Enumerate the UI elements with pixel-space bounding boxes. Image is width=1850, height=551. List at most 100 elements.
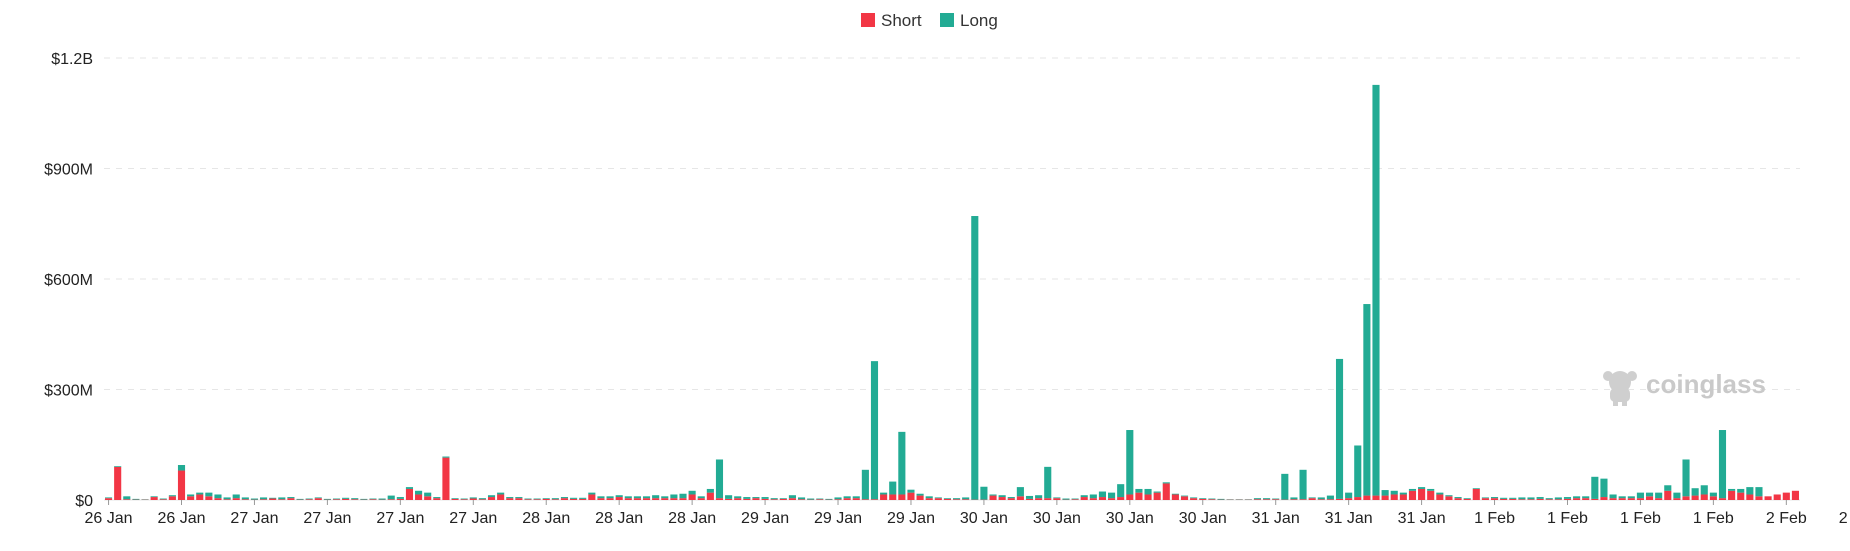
bar-short[interactable] bbox=[396, 498, 404, 500]
bar-long[interactable] bbox=[1500, 497, 1508, 499]
bar-long[interactable] bbox=[1354, 445, 1362, 498]
bar-short[interactable] bbox=[1454, 498, 1462, 500]
bar-long[interactable] bbox=[1372, 84, 1380, 496]
bar-short[interactable] bbox=[579, 498, 587, 500]
bar-short[interactable] bbox=[962, 499, 970, 500]
bar-long[interactable] bbox=[506, 497, 514, 499]
bar-short[interactable] bbox=[898, 494, 906, 500]
bar-long[interactable] bbox=[1700, 485, 1708, 495]
bar-long[interactable] bbox=[953, 498, 961, 500]
bar-short[interactable] bbox=[1472, 488, 1480, 500]
bar-short[interactable] bbox=[159, 499, 167, 500]
bar-long[interactable] bbox=[870, 361, 879, 500]
bar-short[interactable] bbox=[1381, 495, 1389, 500]
bar-long[interactable] bbox=[642, 496, 651, 499]
bar-short[interactable] bbox=[1518, 499, 1526, 500]
bar-short[interactable] bbox=[1335, 498, 1344, 500]
legend-item-short[interactable]: Short bbox=[861, 11, 922, 30]
bar-short[interactable] bbox=[916, 495, 924, 500]
bar-short[interactable] bbox=[405, 488, 414, 500]
bar-short[interactable] bbox=[506, 498, 514, 500]
bar-long[interactable] bbox=[451, 498, 459, 499]
bar-short[interactable] bbox=[314, 498, 322, 500]
bar-long[interactable] bbox=[1390, 490, 1398, 495]
bar-long[interactable] bbox=[1427, 488, 1435, 491]
bar-long[interactable] bbox=[278, 497, 286, 500]
bar-short[interactable] bbox=[588, 494, 596, 500]
bar-long[interactable] bbox=[1509, 497, 1517, 499]
bar-short[interactable] bbox=[260, 499, 268, 500]
bar-short[interactable] bbox=[123, 499, 131, 500]
bar-short[interactable] bbox=[652, 498, 660, 500]
bar-short[interactable] bbox=[1645, 496, 1654, 500]
bar-short[interactable] bbox=[442, 457, 450, 500]
bar-long[interactable] bbox=[1746, 487, 1754, 495]
bar-long[interactable] bbox=[579, 497, 587, 499]
bar-short[interactable] bbox=[788, 498, 796, 500]
bar-short[interactable] bbox=[1053, 498, 1061, 500]
bar-long[interactable] bbox=[998, 495, 1006, 498]
bar-short[interactable] bbox=[1044, 498, 1052, 500]
bar-long[interactable] bbox=[524, 498, 532, 500]
bar-short[interactable] bbox=[1253, 499, 1262, 500]
bar-long[interactable] bbox=[1208, 498, 1216, 500]
bar-long[interactable] bbox=[652, 495, 660, 499]
bar-long[interactable] bbox=[187, 494, 195, 497]
bar-long[interactable] bbox=[1645, 492, 1654, 497]
bar-long[interactable] bbox=[825, 498, 833, 500]
bar-long[interactable] bbox=[934, 497, 942, 499]
bar-short[interactable] bbox=[953, 499, 961, 500]
bar-long[interactable] bbox=[943, 498, 951, 499]
bar-long[interactable] bbox=[989, 494, 997, 496]
bar-short[interactable] bbox=[560, 498, 569, 500]
bar-long[interactable] bbox=[679, 493, 687, 499]
bar-short[interactable] bbox=[1755, 496, 1763, 500]
bar-long[interactable] bbox=[1445, 495, 1453, 497]
bar-long[interactable] bbox=[1436, 492, 1444, 495]
bar-long[interactable] bbox=[916, 493, 924, 496]
bar-long[interactable] bbox=[433, 497, 441, 499]
bar-short[interactable] bbox=[1326, 499, 1334, 500]
bar-long[interactable] bbox=[214, 494, 222, 499]
bar-short[interactable] bbox=[1782, 492, 1790, 500]
bar-short[interactable] bbox=[1098, 497, 1107, 500]
bar-long[interactable] bbox=[497, 492, 505, 495]
bar-long[interactable] bbox=[1007, 497, 1015, 499]
bar-long[interactable] bbox=[1317, 497, 1325, 500]
bar-long[interactable] bbox=[478, 498, 486, 500]
bar-long[interactable] bbox=[743, 497, 751, 499]
bar-short[interactable] bbox=[1746, 494, 1754, 500]
bar-long[interactable] bbox=[415, 490, 423, 495]
bar-short[interactable] bbox=[606, 498, 614, 500]
bar-short[interactable] bbox=[880, 494, 888, 500]
bar-short[interactable] bbox=[342, 498, 350, 500]
bar-short[interactable] bbox=[816, 499, 824, 500]
bar-short[interactable] bbox=[1609, 498, 1617, 500]
bar-short[interactable] bbox=[1682, 496, 1690, 500]
bar-long[interactable] bbox=[1071, 498, 1079, 500]
bar-long[interactable] bbox=[150, 496, 158, 498]
bar-long[interactable] bbox=[405, 487, 414, 489]
bar-short[interactable] bbox=[351, 499, 359, 500]
bar-short[interactable] bbox=[1025, 498, 1034, 500]
bar-long[interactable] bbox=[779, 498, 787, 499]
bar-short[interactable] bbox=[332, 499, 341, 500]
bar-long[interactable] bbox=[551, 498, 559, 500]
bar-long[interactable] bbox=[1728, 488, 1736, 491]
bar-short[interactable] bbox=[1618, 498, 1626, 500]
bar-long[interactable] bbox=[706, 488, 714, 493]
bar-long[interactable] bbox=[1527, 497, 1535, 500]
bar-long[interactable] bbox=[606, 496, 614, 499]
bar-long[interactable] bbox=[788, 495, 796, 499]
bar-long[interactable] bbox=[1281, 473, 1289, 500]
bar-long[interactable] bbox=[351, 498, 359, 500]
bar-short[interactable] bbox=[1545, 499, 1553, 500]
bar-long[interactable] bbox=[1290, 497, 1298, 500]
bar-long[interactable] bbox=[1691, 488, 1699, 496]
bar-short[interactable] bbox=[1290, 499, 1298, 500]
bar-short[interactable] bbox=[487, 497, 496, 500]
bar-long[interactable] bbox=[1089, 494, 1097, 499]
bar-short[interactable] bbox=[797, 499, 806, 500]
bar-short[interactable] bbox=[1636, 498, 1644, 500]
bar-long[interactable] bbox=[1673, 492, 1681, 499]
